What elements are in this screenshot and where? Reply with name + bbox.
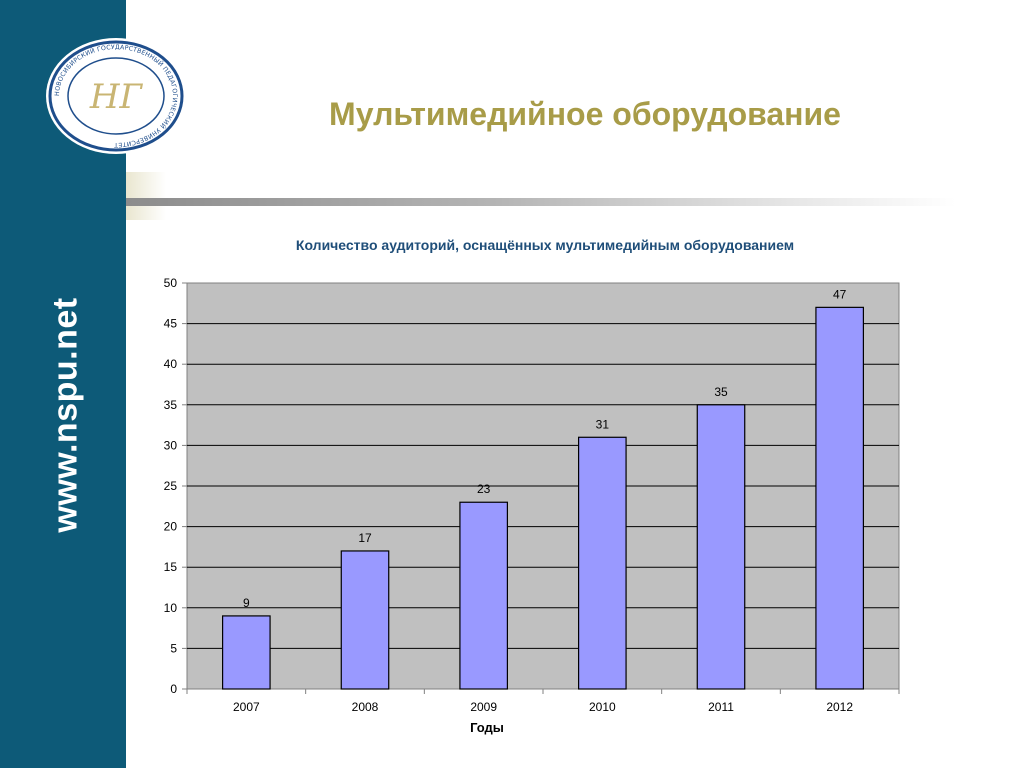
divider-accent [126, 172, 166, 220]
y-tick-label: 50 [164, 276, 178, 290]
data-label-2012: 47 [833, 287, 847, 301]
data-label-2010: 31 [596, 417, 610, 431]
bar-2009 [459, 501, 508, 690]
data-label-2011: 35 [714, 385, 728, 399]
bar-2011 [696, 404, 746, 690]
slide-title: Мультимедийное оборудование [329, 96, 841, 132]
y-tick-label: 25 [164, 479, 178, 493]
bar-2010 [577, 436, 627, 690]
bar-2012 [815, 306, 865, 690]
x-tick-label-2011: 2011 [708, 700, 734, 714]
y-tick-label: 45 [164, 317, 178, 331]
data-label-2009: 23 [477, 482, 491, 496]
x-axis-label: Годы [470, 720, 504, 735]
bars: 9 17 23 31 35 47 [222, 287, 865, 690]
x-axis: 2007 2008 2009 2010 2011 2012 [186, 689, 900, 714]
bar-2008 [340, 550, 390, 690]
gridlines [187, 323, 899, 649]
bar-2007 [222, 615, 271, 690]
data-label-2008: 17 [358, 531, 372, 545]
x-tick-label-2010: 2010 [589, 700, 616, 714]
y-tick-label: 10 [164, 601, 178, 615]
y-tick-label: 35 [164, 398, 178, 412]
university-logo: НОВОСИБИРСКИЙ ГОСУДАРСТВЕННЫЙ ПЕДАГОГИЧЕ… [46, 38, 186, 154]
y-tick-label: 40 [164, 357, 178, 371]
x-tick-label-2012: 2012 [826, 700, 853, 714]
x-tick-label-2008: 2008 [352, 700, 379, 714]
divider-line [126, 198, 956, 206]
logo-monogram: НГ [89, 77, 144, 117]
y-tick-label: 30 [164, 438, 178, 452]
chart-title: Количество аудиторий, оснащённых мультим… [296, 237, 794, 253]
y-axis: 0 5 10 15 20 25 30 35 40 45 50 [164, 276, 187, 696]
y-tick-label: 0 [170, 682, 177, 696]
y-tick-label: 15 [164, 560, 178, 574]
y-tick-label: 5 [170, 641, 177, 655]
x-tick-label-2007: 2007 [233, 700, 260, 714]
x-tick-label-2009: 2009 [470, 700, 497, 714]
y-tick-label: 20 [164, 520, 178, 534]
data-label-2007: 9 [243, 596, 250, 610]
